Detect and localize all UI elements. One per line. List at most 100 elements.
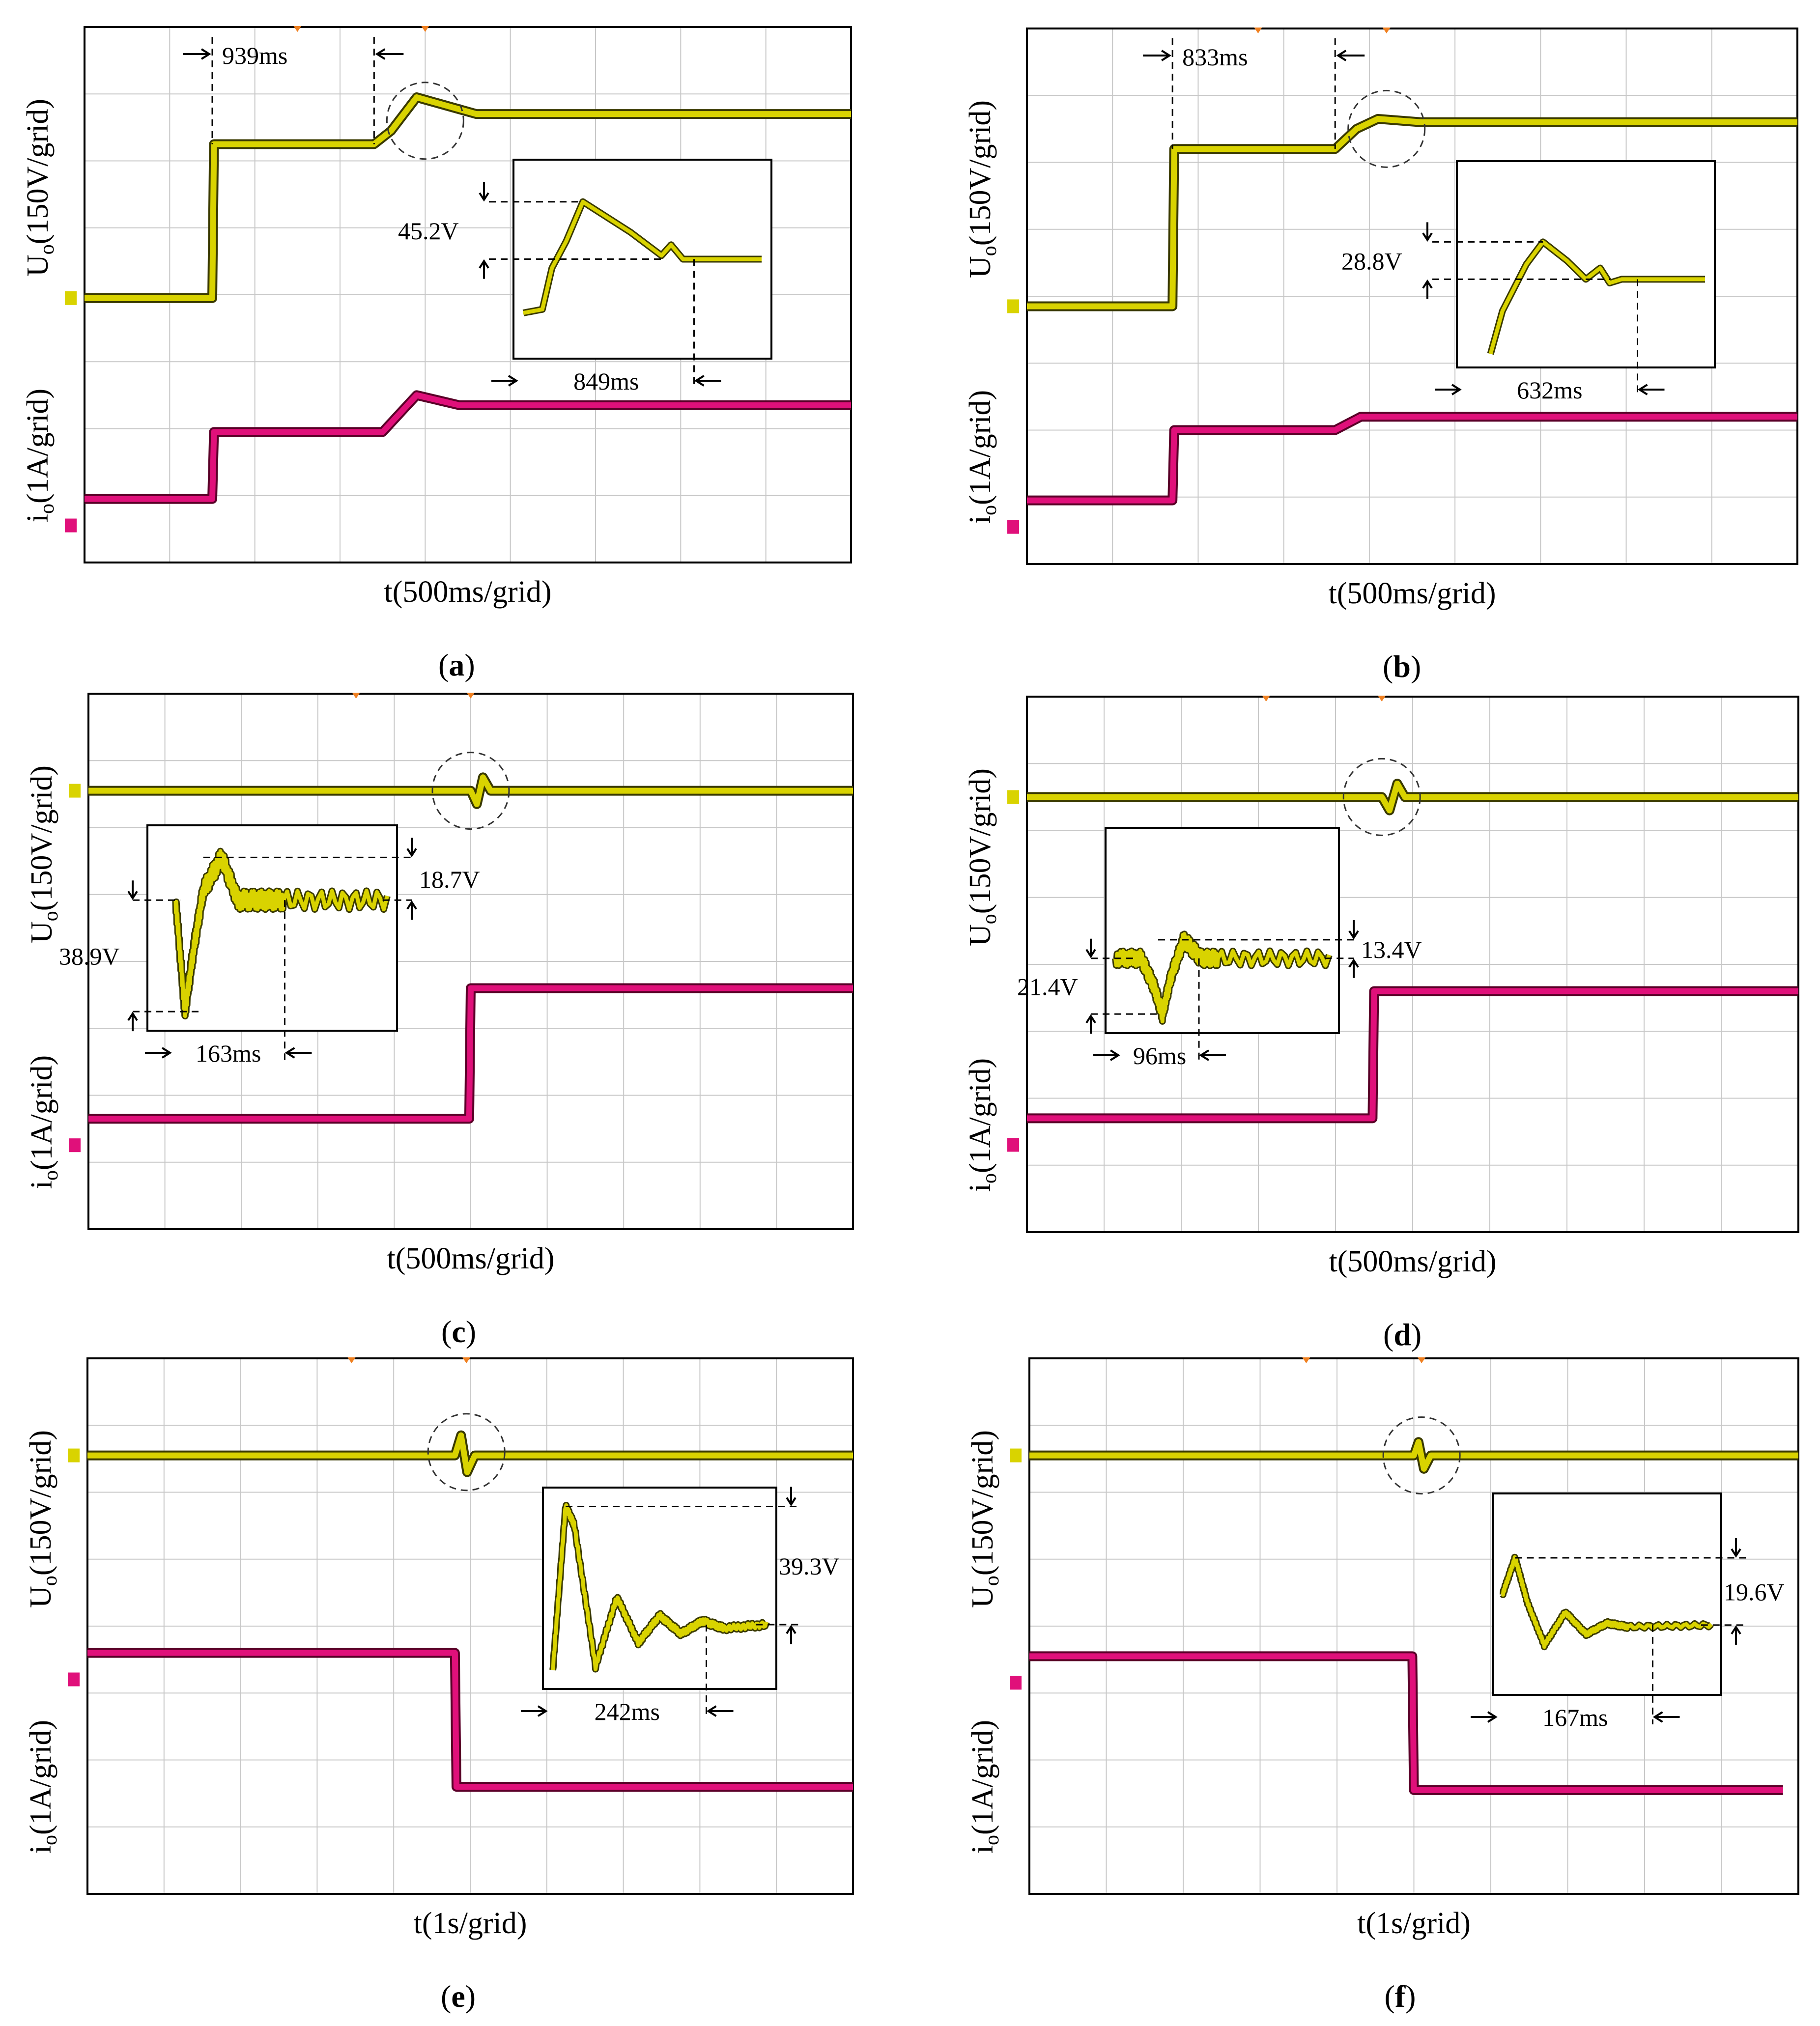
inset-voltage-trace: [522, 199, 762, 315]
arrow-right: [1435, 384, 1462, 395]
current-trace: [1029, 1653, 1783, 1793]
current-trace: [85, 392, 851, 502]
scope-frame: [1026, 28, 1798, 565]
panel-caption-close: ): [1405, 1979, 1416, 2014]
panel-caption-open: (: [1383, 649, 1393, 684]
inset-voltage-trace: [173, 849, 389, 1018]
amplitude-label: 19.6V: [1724, 1578, 1785, 1605]
scope-frame: [86, 1357, 854, 1895]
y-axis-label-voltage-subscript: o: [978, 914, 1001, 924]
scope-frame: [1026, 696, 1799, 1233]
y-axis-label-voltage-subscript: o: [40, 911, 62, 921]
y-axis-label-voltage-subscript: o: [981, 1576, 1003, 1586]
y-axis-label-voltage-unit: (150V/grid): [966, 1430, 999, 1576]
panel-caption: (b): [1383, 649, 1421, 684]
trigger-marker: [462, 1357, 471, 1363]
trigger-marker: [421, 26, 429, 32]
arrow-right: [1471, 1711, 1498, 1723]
time-annotation-label: 833ms: [1182, 43, 1248, 71]
trigger-marker: [1378, 696, 1386, 702]
arrow-right: [183, 48, 211, 60]
inset-time-label: 242ms: [595, 1698, 660, 1725]
inset-time-label: 163ms: [196, 1040, 261, 1067]
voltage-trace: [88, 774, 853, 807]
arrow-up: [127, 1012, 138, 1032]
voltage-channel-marker: [1007, 790, 1019, 804]
arrow-down: [786, 1487, 796, 1507]
panel-caption-open: (: [441, 1314, 452, 1349]
arrow-left: [284, 1047, 312, 1059]
y-axis-label-voltage: Uo(150V/grid): [964, 100, 1001, 278]
y-axis-label-voltage-unit: (150V/grid): [964, 768, 997, 914]
y-axis-label-voltage-unit: (150V/grid): [21, 99, 55, 244]
y-axis-label-voltage-unit: (150V/grid): [964, 100, 997, 246]
current-trace-edge: [1027, 412, 1797, 506]
panel-caption-letter: c: [452, 1314, 465, 1349]
panel-caption-letter: a: [449, 647, 464, 682]
inset-frame: [542, 1487, 777, 1690]
y-axis-label-current-symbol: i: [966, 1845, 999, 1854]
x-axis-label: t(500ms/grid): [384, 575, 552, 609]
y-axis-label-voltage-symbol: U: [25, 921, 58, 943]
arrow-down: [1085, 938, 1096, 958]
inset-frame: [1105, 827, 1340, 1034]
voltage-channel-marker: [1007, 299, 1019, 313]
trigger-marker: [1418, 1357, 1426, 1363]
y-axis-label-current-subscript: o: [36, 504, 58, 514]
y-axis-label-voltage: Uo(150V/grid): [964, 768, 1001, 946]
trigger-marker: [352, 693, 360, 699]
current-trace-edge: [85, 390, 851, 504]
panel-caption-letter: b: [1393, 649, 1411, 684]
arrow-up: [786, 1625, 796, 1644]
panel-e: 39.3V242msUo(150V/grid)io(1A/grid)t(1s/g…: [24, 1357, 854, 2014]
y-axis-label-voltage-symbol: U: [966, 1586, 999, 1608]
arrow-right: [145, 1047, 172, 1059]
amplitude-label: 21.4V: [1017, 973, 1078, 1000]
arrow-right: [521, 1705, 548, 1717]
y-axis-label-current-unit: (1A/grid): [24, 1720, 57, 1835]
arrow-right: [1143, 50, 1171, 61]
panel-caption-close: ): [465, 1979, 476, 2014]
y-axis-label-voltage-subscript: o: [36, 244, 58, 254]
y-axis-label-voltage-unit: (150V/grid): [24, 1430, 57, 1576]
inset-voltage-trace: [1113, 932, 1331, 1023]
panel-caption-letter: f: [1395, 1979, 1406, 2014]
y-axis-label-current-unit: (1A/grid): [964, 390, 997, 505]
amplitude-label: 38.9V: [59, 943, 120, 970]
panel-b: 833ms28.8V632msUo(150V/grid)io(1A/grid)t…: [964, 28, 1798, 684]
current-channel-marker: [1010, 1676, 1022, 1690]
y-axis-label-current-subscript: o: [39, 1835, 61, 1845]
y-axis-label-voltage-symbol: U: [964, 924, 997, 946]
arrow-down: [479, 182, 489, 202]
panel-d: 21.4V13.4V96msUo(150V/grid)io(1A/grid)t(…: [964, 696, 1799, 1352]
arrow-left: [1652, 1711, 1680, 1723]
y-axis-label-voltage: Uo(150V/grid): [21, 99, 58, 277]
transient-highlight-circle: [1342, 758, 1421, 836]
y-axis-label-current-symbol: i: [25, 1181, 58, 1189]
inset-voltage-trace: [1488, 240, 1705, 355]
scope-frame: [1028, 1357, 1799, 1895]
x-axis-label: t(500ms/grid): [387, 1242, 555, 1275]
voltage-channel-marker: [65, 291, 77, 305]
panel-caption-close: ): [1411, 1317, 1422, 1352]
arrow-down: [1731, 1538, 1741, 1558]
inset-time-label: 849ms: [573, 367, 639, 395]
trigger-marker: [293, 26, 302, 32]
y-axis-label-current-unit: (1A/grid): [21, 389, 55, 504]
current-trace: [88, 985, 853, 1122]
inset-voltage-trace: [551, 1503, 768, 1671]
arrow-up: [1731, 1625, 1741, 1645]
arrow-up: [1348, 958, 1359, 978]
current-channel-marker: [1007, 1138, 1019, 1152]
y-axis-label-current-subscript: o: [978, 1173, 1001, 1183]
y-axis-label-current-unit: (1A/grid): [964, 1058, 997, 1173]
arrow-left: [694, 375, 721, 387]
x-axis-label: t(500ms/grid): [1329, 577, 1496, 610]
y-axis-label-current-subscript: o: [40, 1170, 62, 1181]
arrow-down: [127, 880, 138, 900]
amplitude-label: 28.8V: [1341, 247, 1402, 275]
panel-f: 19.6V167msUo(150V/grid)io(1A/grid)t(1s/g…: [966, 1357, 1799, 2014]
y-axis-label-current: io(1A/grid): [966, 1720, 1003, 1854]
time-annotation-label: 939ms: [222, 42, 287, 69]
trigger-marker: [1262, 696, 1270, 702]
